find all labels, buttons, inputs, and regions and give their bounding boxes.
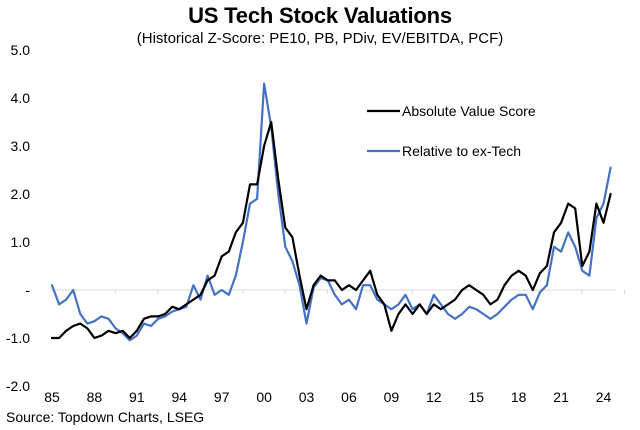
y-tick-label: 1.0 bbox=[11, 234, 31, 250]
x-tick-label: 03 bbox=[299, 389, 315, 405]
x-tick-label: 15 bbox=[468, 389, 484, 405]
x-tick-label: 06 bbox=[341, 389, 357, 405]
x-tick-label: 88 bbox=[87, 389, 103, 405]
x-tick-label: 09 bbox=[384, 389, 400, 405]
series-group bbox=[50, 82, 612, 342]
x-tick-label: 97 bbox=[214, 389, 230, 405]
x-axis: 85 88 91 94 97 00 03 06 09 12 15 18 21 24 bbox=[44, 289, 626, 405]
y-tick-label: 3.0 bbox=[11, 138, 31, 154]
x-tick-label: 85 bbox=[44, 389, 60, 405]
legend-label: Absolute Value Score bbox=[402, 103, 536, 119]
source-note: Source: Topdown Charts, LSEG bbox=[6, 409, 205, 425]
x-tick-label: 94 bbox=[171, 389, 187, 405]
y-tick-label: -1.0 bbox=[6, 330, 30, 346]
y-axis: 5.0 4.0 3.0 2.0 1.0 - -1.0 -2.0 bbox=[6, 42, 30, 394]
series-line-absolute-value-score bbox=[50, 120, 612, 340]
legend: Absolute Value Score Relative to ex-Tech bbox=[367, 103, 536, 159]
x-tick-label: 91 bbox=[129, 389, 145, 405]
chart-title: US Tech Stock Valuations bbox=[188, 3, 452, 28]
x-tick-label: 18 bbox=[511, 389, 527, 405]
y-tick-label: 5.0 bbox=[11, 42, 31, 58]
y-tick-label: - bbox=[25, 282, 30, 298]
legend-label: Relative to ex-Tech bbox=[402, 143, 521, 159]
series-line-relative-to-ex-tech bbox=[50, 82, 612, 342]
x-tick-label: 12 bbox=[426, 389, 442, 405]
chart-subtitle: (Historical Z-Score: PE10, PB, PDiv, EV/… bbox=[136, 30, 504, 47]
y-tick-label: 4.0 bbox=[11, 90, 31, 106]
y-tick-label: 2.0 bbox=[11, 186, 31, 202]
x-tick-label: 00 bbox=[256, 389, 272, 405]
x-tick-label: 24 bbox=[596, 389, 612, 405]
y-tick-label: -2.0 bbox=[6, 378, 30, 394]
x-tick-label: 21 bbox=[553, 389, 569, 405]
